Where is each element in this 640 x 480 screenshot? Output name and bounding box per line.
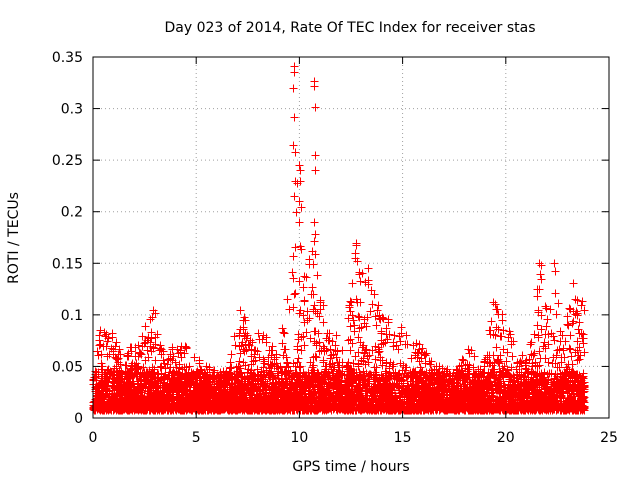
data-point [551,370,560,379]
data-point [491,300,500,309]
data-point [567,352,576,361]
data-point [146,315,155,324]
data-point [291,243,300,252]
data-point [346,346,355,355]
data-point [393,381,402,390]
data-point [371,368,380,377]
data-point [309,305,318,314]
data-point [494,310,503,319]
data-point [556,327,565,336]
data-point [356,277,365,286]
data-point [288,268,297,277]
data-point [539,342,548,351]
data-point [372,321,381,330]
data-point [117,367,126,376]
data-point [422,349,431,358]
data-point [260,370,269,379]
data-point [279,328,288,337]
data-point [374,301,383,310]
data-point [368,300,377,309]
data-point [377,371,386,380]
data-point [536,354,545,363]
data-point [303,307,312,316]
data-point [299,283,308,292]
data-point [291,289,300,298]
data-point [403,340,412,349]
data-point [518,351,527,360]
data-point [354,333,363,342]
data-point [235,331,244,340]
data-point [311,352,320,361]
data-point [346,335,355,344]
data-point [552,310,561,319]
data-point [575,318,584,327]
data-point [332,331,341,340]
data-point [547,369,556,378]
data-point [540,338,549,347]
data-point [563,312,572,321]
data-point [508,352,517,361]
data-point [348,279,357,288]
data-point [371,355,380,364]
data-point [311,307,320,316]
data-point [310,237,319,246]
data-point [543,315,552,324]
data-point [529,351,538,360]
data-point [259,355,268,364]
data-point [361,386,370,395]
data-point [338,346,347,355]
data-point [421,359,430,368]
data-points [89,62,589,415]
data-point [365,377,374,386]
data-point [278,324,287,333]
chart-title: Day 023 of 2014, Rate Of TEC Index for r… [164,20,535,36]
data-point [290,290,299,299]
